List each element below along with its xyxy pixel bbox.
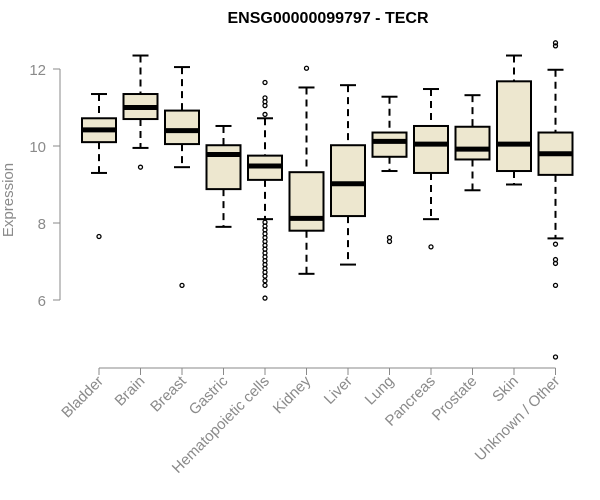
outlier-point [262,282,268,289]
box-group [496,54,532,186]
y-tick-label: 6 [38,293,46,310]
box-group [247,79,283,301]
box-group [330,84,366,266]
box-iqr [205,144,242,191]
box-group [413,88,449,250]
outlier-point [552,354,559,360]
box-group [454,94,491,192]
outlier-point [262,278,268,284]
outlier-point [552,260,559,267]
outlier-point [262,273,268,279]
outlier-point [137,164,144,170]
box-iqr [164,109,200,146]
outlier-point [552,241,559,247]
x-tick-label: Breast [147,372,190,415]
y-tick-label: 8 [38,216,46,233]
outlier-point [552,282,559,289]
x-tick-label: Bladder [58,373,107,422]
box-iqr [413,124,449,174]
box-iqr [496,80,532,173]
outlier-point [552,40,559,46]
outlier-point [262,295,268,301]
box-iqr [454,125,491,161]
box-group [371,95,408,245]
outlier-point [96,233,102,240]
outlier-point [552,43,559,49]
outlier-point [428,244,434,250]
outlier-point [386,238,393,245]
outlier-point [262,102,268,109]
y-axis-ticks: 6 8 10 12 [29,62,60,310]
box-iqr [288,171,325,232]
box-iqr [330,144,366,218]
x-tick-label: Brain [112,373,149,410]
box-group [122,54,159,170]
x-tick-label: Skin [489,373,522,406]
box-group [81,93,117,240]
outlier-point [262,111,268,118]
boxes-group [81,40,574,360]
box-iqr [371,131,408,158]
chart-title: ENSG00000099797 - TECR [228,10,429,27]
y-tick-label: 12 [29,62,46,79]
y-tick-label: 10 [29,139,46,156]
outlier-point [303,65,310,71]
box-group [205,124,242,228]
box-group [164,66,200,289]
x-tick-label: Lung [362,373,398,409]
x-tick-label: Prostate [429,373,481,425]
y-axis-label: Expression [0,163,17,237]
box-group [537,40,574,360]
x-tick-label: Liver [321,373,356,408]
x-tick-label: Kidney [270,372,315,417]
outlier-point [262,79,268,86]
box-group [288,65,325,275]
outlier-point [179,282,185,289]
